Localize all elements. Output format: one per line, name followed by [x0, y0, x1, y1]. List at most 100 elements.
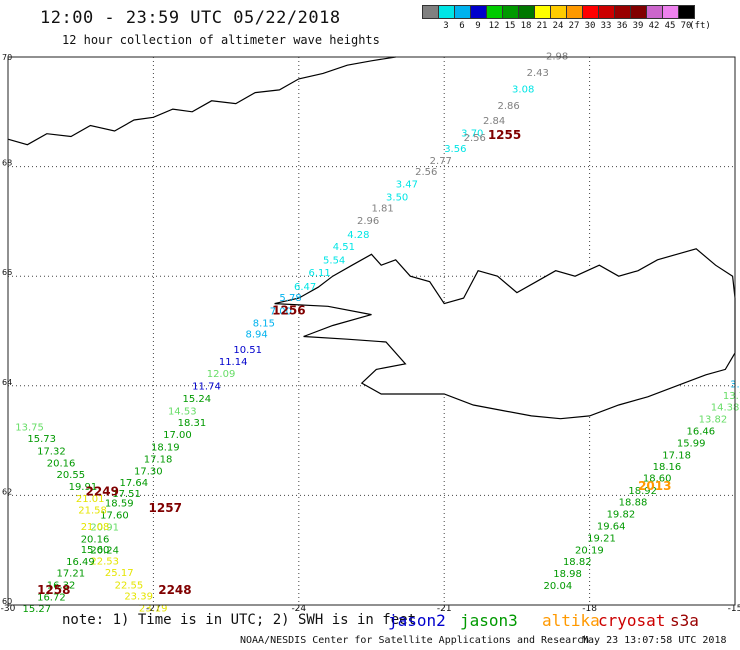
- wave-height-label: 2.77: [430, 156, 452, 167]
- map-subtitle: 12 hour collection of altimeter wave hei…: [62, 33, 380, 47]
- color-scale-label: 70: [680, 21, 692, 31]
- color-scale-label: 21: [536, 21, 548, 31]
- lon-tick-label: -24: [291, 604, 306, 614]
- wave-height-label: 15.60: [81, 545, 110, 556]
- wave-height-label: 20.19: [575, 545, 604, 556]
- pass-time-label: 2248: [158, 583, 191, 597]
- wave-height-label: 3.70: [461, 128, 483, 139]
- wave-height-label: 15.73: [27, 434, 56, 445]
- color-scale-label: 30: [584, 21, 596, 31]
- color-scale-label: 9: [475, 21, 481, 31]
- wave-height-label: 3.50: [386, 193, 408, 204]
- map-frame: [7, 56, 736, 606]
- wave-height-label: 2.96: [357, 216, 379, 227]
- wave-height-label: 17.18: [144, 455, 173, 466]
- axis-tick-labels: 70 68 66 64 62 60-30 -27 -24 -21 -18 -15: [1, 53, 740, 614]
- wave-height-label: 3.47: [396, 179, 418, 190]
- wave-height-label: 4.51: [333, 242, 355, 253]
- color-scale-label: 45: [664, 21, 676, 31]
- wave-height-label: 21.08: [81, 522, 110, 533]
- color-scale-unit: (ft): [689, 21, 711, 31]
- wave-height-label: 18.98: [553, 569, 582, 580]
- wave-height-label: 2.43: [527, 68, 549, 79]
- lat-tick-label: 68: [2, 159, 12, 168]
- wave-height-label: 20.04: [544, 581, 573, 592]
- wave-height-label: 17.30: [134, 467, 163, 478]
- color-scale-label: 24: [552, 21, 564, 31]
- wave-height-label: 16.46: [687, 427, 716, 438]
- lon-tick-label: -18: [582, 604, 597, 614]
- wave-height-label: 12.09: [207, 369, 236, 380]
- wave-height-label: 17.51: [112, 489, 141, 500]
- wave-height-label: 20.55: [56, 470, 85, 481]
- wave-height-label: 21.58: [78, 505, 107, 516]
- wave-height-label: 7.00: [270, 307, 292, 318]
- wave-height-label: 2.86: [498, 101, 520, 112]
- wave-height-label: 14.53: [168, 406, 197, 417]
- lat-tick-label: 70: [2, 53, 12, 62]
- wave-height-label: 23.19: [139, 604, 168, 615]
- color-scale-label: 15: [504, 21, 516, 31]
- wave-height-label: 6.11: [308, 268, 330, 279]
- greenland-coast: [7, 56, 396, 146]
- color-scale-labels: 3 6 9 12 15 18 21 24 27 30 33 36 39 42 45 70 (ft): [422, 21, 740, 35]
- wave-height-label: 5.54: [323, 256, 345, 267]
- wave-height-label: 4.28: [347, 230, 369, 241]
- wave-height-color-scale: [422, 5, 695, 19]
- wave-height-label: 18.16: [653, 462, 682, 473]
- lon-tick-label: -30: [1, 604, 16, 614]
- lon-tick-label: -27: [146, 604, 161, 614]
- wave-height-label: 17.64: [119, 478, 148, 489]
- wave-height-label: 22.53: [90, 556, 119, 567]
- wave-height-label: 19.82: [607, 509, 636, 520]
- wave-height-label: 18.60: [643, 474, 672, 485]
- wave-height-label: 18.59: [105, 498, 134, 509]
- pass-time-label: 1257: [149, 501, 182, 515]
- generated-timestamp: May 23 13:07:58 UTC 2018: [582, 635, 727, 646]
- wave-height-label: 17.18: [662, 451, 691, 462]
- wave-height-label: 3.08: [512, 85, 534, 96]
- satellite-legend-item: jason2: [388, 611, 446, 630]
- wave-height-label: 18.82: [563, 557, 592, 568]
- wave-height-label: 2.56: [415, 167, 437, 178]
- wave-height-label: 13.78: [723, 391, 740, 402]
- wave-height-label: 18.19: [151, 442, 180, 453]
- wave-height-label: 25.17: [105, 568, 134, 579]
- units-note: note: 1) Time is in UTC; 2) SWH is in fe…: [62, 612, 417, 628]
- color-scale-label: 33: [600, 21, 612, 31]
- wave-height-label: 2.84: [483, 116, 505, 127]
- satellite-legend-item: cryosat: [598, 611, 666, 630]
- wave-height-label: 17.00: [163, 430, 192, 441]
- wave-height-label: 17.60: [100, 510, 129, 521]
- lat-tick-label: 64: [2, 378, 12, 387]
- wave-height-label: 15.99: [677, 439, 706, 450]
- color-scale-label: 12: [488, 21, 500, 31]
- wave-height-label: 15.27: [23, 604, 52, 615]
- credit-text: NOAA/NESDIS Center for Satellite Applica…: [240, 635, 590, 646]
- color-scale-label: 6: [459, 21, 465, 31]
- pass-time-label: 1255: [488, 128, 521, 142]
- color-scale-label: 3: [443, 21, 449, 31]
- color-scale-label: 18: [520, 21, 532, 31]
- wave-height-label: 6.47: [294, 282, 316, 293]
- satellite-legend-item: s3a: [670, 611, 699, 630]
- wave-height-label: 8.15: [253, 319, 275, 330]
- wave-height-label: 11.14: [219, 357, 248, 368]
- wave-height-label: 10.51: [233, 345, 262, 356]
- lat-tick-label: 60: [2, 597, 12, 606]
- color-scale-label: 36: [616, 21, 628, 31]
- wave-height-label: 19.91: [69, 482, 98, 493]
- pass-time-label: 2013: [638, 479, 671, 493]
- lon-tick-label: -21: [437, 604, 452, 614]
- color-scale-swatch: [678, 5, 695, 19]
- wave-height-label: 2.56: [464, 133, 486, 144]
- pass-time-label: 2249: [86, 484, 119, 498]
- lat-tick-label: 62: [2, 487, 12, 496]
- wave-height-label: 15.24: [182, 394, 211, 405]
- wave-height-label: 19.21: [587, 533, 616, 544]
- pass-time-label: 1258: [37, 583, 70, 597]
- wave-height-label: 14.38: [711, 402, 740, 413]
- wave-height-label: 20.91: [90, 522, 119, 533]
- wave-height-label: 13.82: [699, 415, 728, 426]
